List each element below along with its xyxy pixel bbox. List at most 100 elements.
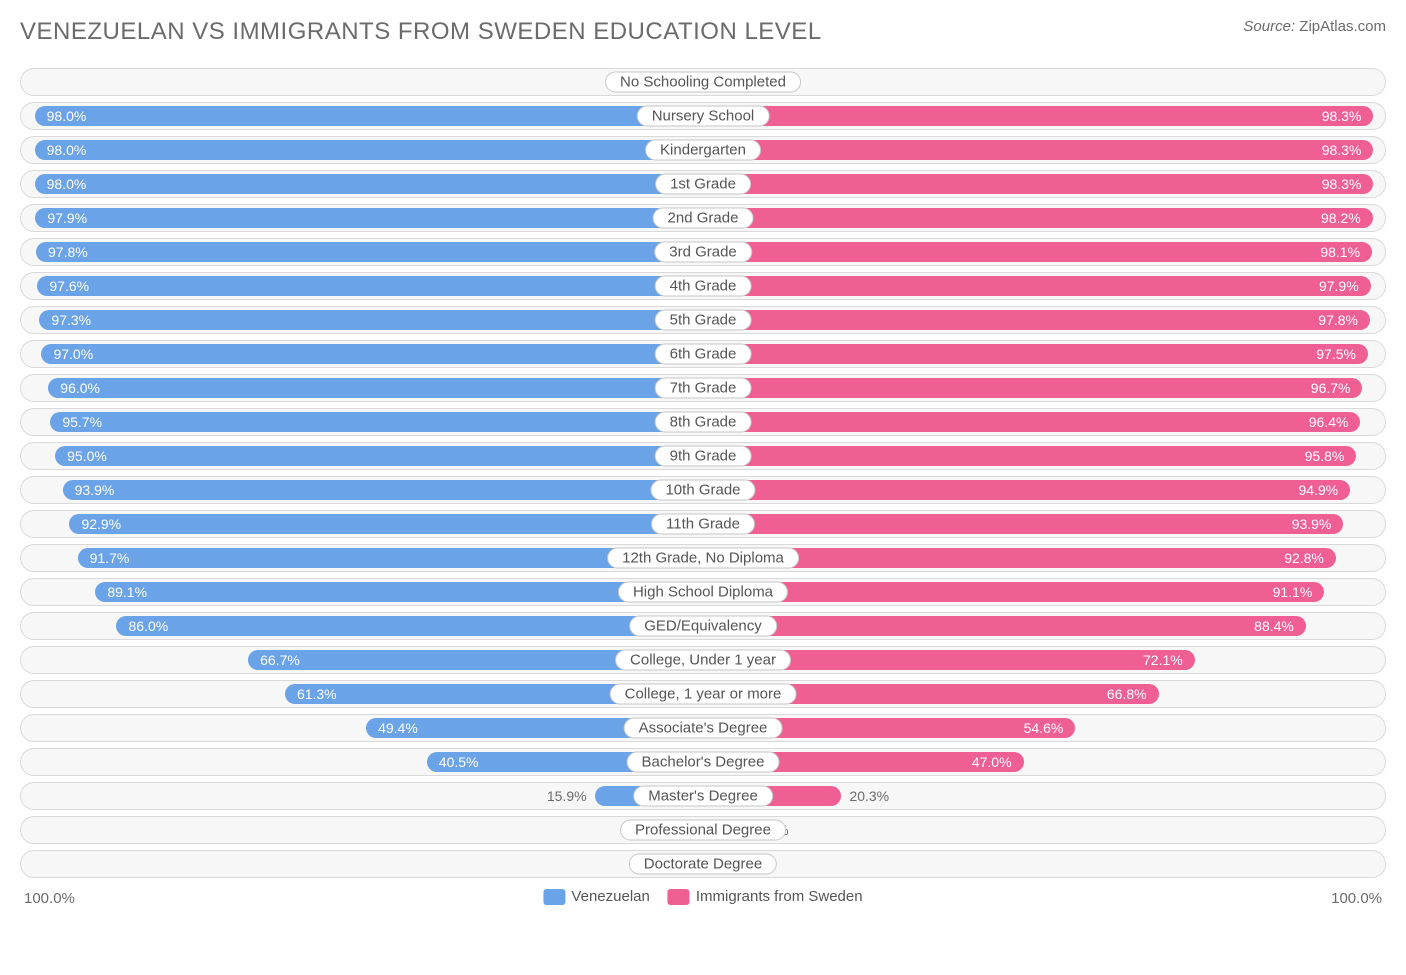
category-label: 6th Grade — [655, 344, 752, 365]
bar-right: 93.9% — [703, 514, 1343, 534]
chart-row: 98.0% 98.3%Kindergarten — [20, 136, 1386, 164]
category-label: 11th Grade — [651, 514, 755, 535]
bar-left-value: 66.7% — [260, 652, 300, 668]
chart-row: 4.9%6.7%Professional Degree — [20, 816, 1386, 844]
legend-item: Venezuelan — [543, 888, 649, 905]
bar-right-value: 91.1% — [1273, 584, 1313, 600]
bar-right-value: 97.5% — [1316, 346, 1356, 362]
chart-row: 97.9%98.2%2nd Grade — [20, 204, 1386, 232]
bar-right-value: 66.8% — [1107, 686, 1147, 702]
chart-source: Source: ZipAtlas.com — [1243, 18, 1386, 35]
bar-left: 97.8% — [36, 242, 703, 262]
category-label: 12th Grade, No Diploma — [607, 548, 799, 569]
bar-right: 98.3% — [703, 140, 1373, 160]
category-label: Kindergarten — [645, 140, 761, 161]
bar-right-container: 66.8% — [703, 681, 1385, 707]
bar-left-container: 91.7% — [21, 545, 703, 571]
bar-left-container: 4.9% — [21, 817, 703, 843]
bar-right-value: 93.9% — [1292, 516, 1332, 532]
chart-container: VENEZUELAN VS IMMIGRANTS FROM SWEDEN EDU… — [0, 0, 1406, 975]
bar-right-value: 88.4% — [1254, 618, 1294, 634]
bar-left-container: 49.4% — [21, 715, 703, 741]
bar-left-container: 93.9% — [21, 477, 703, 503]
category-label: 9th Grade — [655, 446, 752, 467]
bar-right: 96.4% — [703, 412, 1360, 432]
bar-right-container: 6.7% — [703, 817, 1385, 843]
bar-right: 95.8% — [703, 446, 1356, 466]
bar-left-container: 97.8% — [21, 239, 703, 265]
bar-left-value: 98.0% — [47, 176, 87, 192]
legend-swatch — [668, 889, 690, 905]
bar-right: 94.9% — [703, 480, 1350, 500]
bar-left-container: 95.0% — [21, 443, 703, 469]
bar-left-container: 92.9% — [21, 511, 703, 537]
bar-right: 97.5% — [703, 344, 1368, 364]
category-label: 8th Grade — [655, 412, 752, 433]
bar-left-container: 97.6% — [21, 273, 703, 299]
category-label: Professional Degree — [620, 820, 786, 841]
bar-left-container: 86.0% — [21, 613, 703, 639]
bar-right-container: 98.1% — [703, 239, 1385, 265]
bar-left: 95.0% — [55, 446, 703, 466]
bar-right-value: 47.0% — [972, 754, 1012, 770]
bar-left: 92.9% — [69, 514, 703, 534]
chart-row: 61.3%66.8%College, 1 year or more — [20, 680, 1386, 708]
bar-left-container: 89.1% — [21, 579, 703, 605]
axis-right-label: 100.0% — [1331, 890, 1382, 907]
bar-left-value: 93.9% — [75, 482, 115, 498]
bar-right-container: 1.7% — [703, 69, 1385, 95]
category-label: 5th Grade — [655, 310, 752, 331]
bar-right-container: 96.7% — [703, 375, 1385, 401]
chart-row: 66.7%72.1%College, Under 1 year — [20, 646, 1386, 674]
chart-row: 49.4%54.6%Associate's Degree — [20, 714, 1386, 742]
bar-right-container: 94.9% — [703, 477, 1385, 503]
bar-right-value: 96.4% — [1309, 414, 1349, 430]
bar-right-container: 92.8% — [703, 545, 1385, 571]
category-label: No Schooling Completed — [605, 72, 801, 93]
bar-left-value: 61.3% — [297, 686, 337, 702]
bar-left-value: 97.8% — [48, 244, 88, 260]
category-label: College, Under 1 year — [615, 650, 791, 671]
chart-row: 97.3%97.8%5th Grade — [20, 306, 1386, 334]
bar-left: 97.3% — [39, 310, 703, 330]
chart-footer: 100.0% 100.0% VenezuelanImmigrants from … — [20, 888, 1386, 914]
bar-right: 97.9% — [703, 276, 1371, 296]
bar-left-container: 40.5% — [21, 749, 703, 775]
chart-row: 98.0%98.3%Nursery School — [20, 102, 1386, 130]
category-label: GED/Equivalency — [629, 616, 777, 637]
bar-left-container: 98.0% — [21, 103, 703, 129]
bar-right-value: 94.9% — [1299, 482, 1339, 498]
bar-left-value: 49.4% — [378, 720, 418, 736]
bar-left-container: 66.7% — [21, 647, 703, 673]
chart-row: 1.7%2.9%Doctorate Degree — [20, 850, 1386, 878]
chart-row: 95.0%95.8%9th Grade — [20, 442, 1386, 470]
bar-left-value: 97.6% — [49, 278, 89, 294]
bar-right: 98.3% — [703, 106, 1373, 126]
bar-left-container: 15.9% — [21, 783, 703, 809]
bar-right-value: 98.3% — [1322, 108, 1362, 124]
bar-right-value: 96.7% — [1311, 380, 1351, 396]
bar-right-container: 96.4% — [703, 409, 1385, 435]
bar-left: 95.7% — [50, 412, 703, 432]
category-label: 1st Grade — [655, 174, 751, 195]
bar-left: 93.9% — [63, 480, 703, 500]
bar-left-value: 92.9% — [81, 516, 121, 532]
bar-left-value: 96.0% — [60, 380, 100, 396]
bar-left: 97.9% — [35, 208, 703, 228]
chart-row: 93.9%94.9%10th Grade — [20, 476, 1386, 504]
category-label: High School Diploma — [618, 582, 788, 603]
category-label: Doctorate Degree — [629, 854, 777, 875]
bar-right-container: 97.8% — [703, 307, 1385, 333]
category-label: Bachelor's Degree — [627, 752, 780, 773]
bar-left: 97.6% — [37, 276, 703, 296]
chart-row: 97.8% 98.1%3rd Grade — [20, 238, 1386, 266]
category-label: Master's Degree — [633, 786, 773, 807]
category-label: 3rd Grade — [654, 242, 752, 263]
bar-left-container: 97.0% — [21, 341, 703, 367]
bar-left-container: 98.0% — [21, 171, 703, 197]
bar-left-container: 61.3% — [21, 681, 703, 707]
bar-left-value: 98.0% — [47, 142, 87, 158]
bar-left-container: 98.0% — [21, 137, 703, 163]
chart-row: 96.0%96.7%7th Grade — [20, 374, 1386, 402]
chart-row: 98.0%98.3%1st Grade — [20, 170, 1386, 198]
